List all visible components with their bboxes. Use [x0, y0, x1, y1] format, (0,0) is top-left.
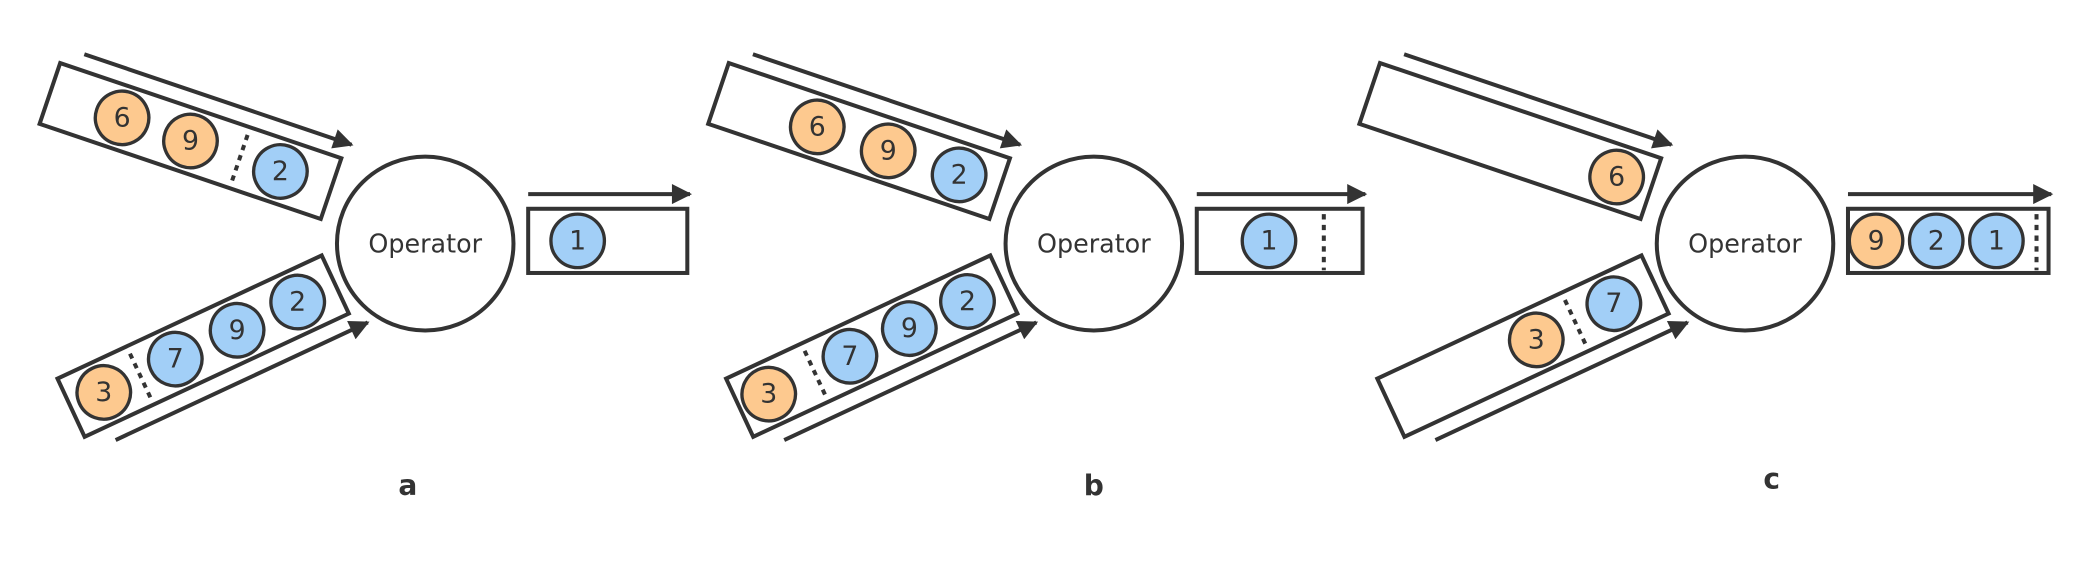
stream-box	[1356, 60, 1664, 222]
ball	[1847, 212, 1905, 270]
ball-label: 7	[1605, 288, 1622, 319]
stream-box	[54, 252, 352, 440]
operator	[1654, 154, 1836, 333]
stream-box	[705, 60, 1013, 222]
ball-label: 9	[229, 315, 246, 346]
ball-label: 1	[1988, 225, 2005, 256]
ball	[1588, 148, 1646, 206]
stream-box	[1374, 252, 1672, 440]
ball-label: 6	[1608, 162, 1625, 193]
ball	[251, 143, 309, 200]
ball	[93, 89, 151, 147]
ball	[1585, 275, 1643, 333]
operator	[1003, 154, 1185, 333]
ball-label: 2	[289, 287, 306, 318]
panel: 6 9 2 3 7 9 2 Operator 1 b	[705, 52, 1368, 502]
output: 1	[526, 206, 690, 275]
ball	[859, 122, 917, 180]
operator-label: Operator	[1688, 229, 1802, 259]
divider	[128, 352, 153, 399]
ball-label: 3	[1528, 324, 1545, 355]
ball-label: 7	[167, 344, 184, 375]
ball-label: 6	[114, 102, 131, 133]
ball	[549, 212, 607, 270]
operator-label: Operator	[368, 229, 482, 259]
ball-label: 9	[182, 126, 199, 157]
ball	[1240, 212, 1298, 270]
ball	[939, 273, 996, 330]
top-input: 6	[1356, 52, 1674, 222]
divider	[1563, 299, 1588, 345]
ball-label: 9	[901, 313, 918, 344]
operator-label: Operator	[1037, 229, 1151, 259]
stream-arrow	[114, 320, 370, 442]
ball	[162, 112, 219, 170]
ball-label: 7	[841, 341, 858, 372]
bottom-input: 37	[1374, 252, 1690, 442]
stream-box	[37, 60, 344, 222]
caption: b	[1084, 469, 1104, 502]
ball-label: 6	[809, 111, 826, 142]
bottom-input: 3 7 9 2	[54, 252, 370, 442]
panel: 6 9 2 3 7 9 2 Operator 1 a	[37, 52, 692, 502]
ball	[1907, 212, 1965, 270]
ball	[269, 273, 327, 331]
output: 9 2 1	[1845, 206, 2051, 275]
ball-label: 3	[760, 379, 777, 410]
operator	[334, 154, 516, 333]
bottom-input: 3 7 9 2	[723, 252, 1039, 442]
divider	[230, 134, 250, 182]
ball-label: 9	[880, 135, 897, 166]
ball-label: 1	[1260, 225, 1277, 256]
stream-box	[526, 206, 690, 275]
stream-arrow	[752, 52, 1023, 149]
ball	[1507, 311, 1565, 369]
ball-label: 2	[951, 159, 968, 190]
ball	[880, 300, 938, 357]
divider	[802, 349, 827, 396]
stream-box	[1194, 206, 1365, 275]
caption: c	[1763, 462, 1780, 495]
ball	[146, 330, 204, 388]
caption: a	[398, 469, 417, 502]
top-input: 6 9 2	[37, 52, 354, 222]
stream-arrow	[1403, 52, 1674, 149]
stream-arrow	[783, 320, 1039, 442]
output: 1	[1194, 206, 1365, 275]
ball-label: 3	[95, 377, 112, 408]
stream-arrow	[1434, 320, 1690, 442]
stream-box	[723, 252, 1021, 440]
stream-arrow	[83, 52, 354, 149]
ball	[75, 364, 133, 421]
ball-label: 2	[272, 156, 289, 187]
ball	[1967, 212, 2025, 270]
ball-label: 9	[1868, 225, 1885, 256]
ball	[740, 365, 798, 423]
ball-label: 2	[1928, 225, 1945, 256]
ball	[788, 98, 846, 156]
ball-label: 2	[959, 286, 976, 317]
ball	[821, 327, 879, 385]
top-input: 6 9 2	[705, 52, 1023, 222]
ball	[208, 301, 266, 359]
ball	[930, 146, 988, 204]
ball-label: 1	[569, 225, 586, 256]
